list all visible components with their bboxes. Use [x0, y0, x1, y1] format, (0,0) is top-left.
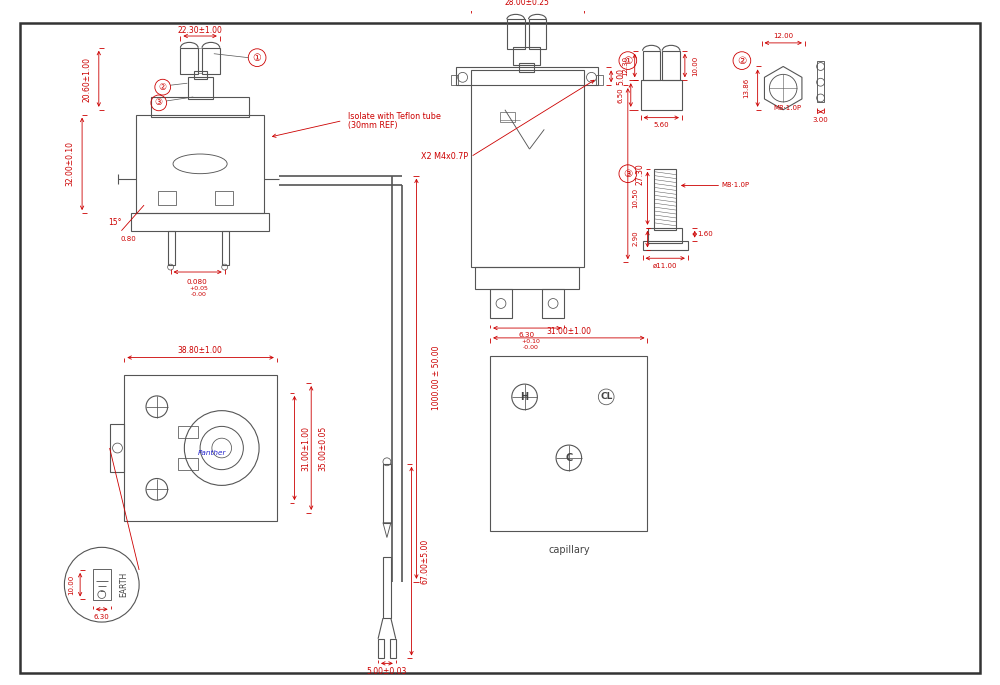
Text: 5.60: 5.60 — [653, 123, 669, 129]
Bar — [662, 51, 680, 80]
Text: 5.00±0.03: 5.00±0.03 — [367, 667, 407, 675]
Text: CL: CL — [600, 393, 612, 401]
Text: ①: ① — [253, 53, 261, 62]
Text: 28.00±0.25: 28.00±0.25 — [504, 0, 549, 7]
Bar — [215, 191, 233, 205]
Text: ②: ② — [159, 83, 167, 92]
Text: ①: ① — [623, 55, 632, 66]
Bar — [378, 639, 384, 658]
Text: 2.90: 2.90 — [633, 231, 639, 247]
Text: 12.30: 12.30 — [622, 55, 628, 75]
Bar — [110, 425, 124, 471]
Text: 12.00: 12.00 — [773, 33, 793, 39]
Text: 13.86: 13.86 — [743, 78, 749, 98]
Text: 5.00: 5.00 — [616, 68, 625, 85]
Text: 10.00: 10.00 — [693, 55, 699, 75]
Bar — [456, 68, 598, 85]
Bar — [654, 169, 676, 229]
Bar — [383, 557, 391, 618]
Bar — [202, 48, 220, 75]
Text: H: H — [521, 392, 529, 402]
Bar — [136, 114, 264, 213]
Text: 3.00: 3.00 — [813, 116, 828, 123]
Text: C: C — [565, 453, 572, 463]
Text: 6.30: 6.30 — [518, 332, 535, 338]
Bar — [641, 80, 682, 110]
Text: X2 M4x0.7P: X2 M4x0.7P — [421, 153, 468, 162]
Text: 6.50: 6.50 — [618, 87, 624, 103]
Bar — [596, 75, 603, 85]
Bar — [542, 288, 564, 319]
Bar — [168, 231, 175, 265]
Text: -0.00: -0.00 — [191, 292, 207, 297]
Text: 0.080: 0.080 — [187, 279, 208, 285]
Bar — [529, 19, 546, 49]
Bar — [500, 112, 515, 121]
Bar — [643, 240, 688, 251]
Bar — [471, 71, 584, 267]
Bar — [178, 458, 198, 470]
Text: +0.05: +0.05 — [190, 286, 209, 291]
Bar — [124, 375, 277, 521]
Text: M8·1.0P: M8·1.0P — [773, 105, 801, 111]
Text: (30mm REF): (30mm REF) — [348, 121, 397, 130]
Bar — [817, 60, 824, 102]
Text: ③: ③ — [155, 99, 163, 108]
Bar — [643, 51, 660, 80]
Text: 15°: 15° — [108, 219, 121, 227]
Text: 27.30: 27.30 — [635, 163, 644, 184]
Bar — [490, 288, 512, 319]
Bar — [151, 97, 249, 116]
Text: 22.30±1.00: 22.30±1.00 — [178, 25, 223, 35]
Bar — [490, 356, 647, 531]
Text: 0.80: 0.80 — [120, 236, 136, 242]
Text: 67.00±5.00: 67.00±5.00 — [421, 538, 430, 584]
Text: ③: ③ — [623, 169, 632, 179]
Text: capillary: capillary — [548, 545, 590, 556]
Text: 1000.00 ± 50.00: 1000.00 ± 50.00 — [432, 346, 441, 410]
Bar — [131, 213, 269, 231]
Text: +0.10: +0.10 — [521, 339, 540, 345]
Bar — [507, 19, 525, 49]
Text: M8·1.0P: M8·1.0P — [721, 182, 749, 188]
Text: 10.00: 10.00 — [68, 575, 74, 595]
Text: 6.30: 6.30 — [94, 614, 110, 620]
Bar — [180, 48, 198, 75]
Text: 1.60: 1.60 — [698, 231, 713, 236]
Bar — [475, 267, 579, 288]
Text: 10.50: 10.50 — [633, 188, 639, 208]
Text: -0.00: -0.00 — [523, 345, 538, 350]
Bar — [158, 191, 176, 205]
Text: 31.00±1.00: 31.00±1.00 — [546, 327, 591, 336]
Bar — [383, 464, 391, 523]
Text: Isolate with Teflon tube: Isolate with Teflon tube — [348, 112, 440, 121]
Text: 20.60±1.00: 20.60±1.00 — [83, 57, 92, 102]
Text: 38.80±1.00: 38.80±1.00 — [178, 346, 223, 356]
Text: ②: ② — [737, 55, 747, 66]
Bar — [188, 77, 213, 99]
Bar — [222, 231, 229, 265]
Text: ø11.00: ø11.00 — [653, 263, 677, 269]
Text: Panther: Panther — [198, 450, 226, 456]
Text: 35.00±0.05: 35.00±0.05 — [319, 425, 328, 471]
Bar — [194, 71, 207, 79]
Bar — [93, 569, 111, 601]
Bar — [519, 62, 534, 73]
Bar — [178, 426, 198, 438]
Text: 31.00±1.00: 31.00±1.00 — [302, 425, 311, 471]
Bar — [648, 227, 682, 242]
Text: 32.00±0.10: 32.00±0.10 — [66, 141, 75, 186]
Bar — [390, 639, 396, 658]
Bar — [513, 47, 540, 64]
Bar — [451, 75, 458, 85]
Text: EARTH: EARTH — [119, 572, 128, 597]
